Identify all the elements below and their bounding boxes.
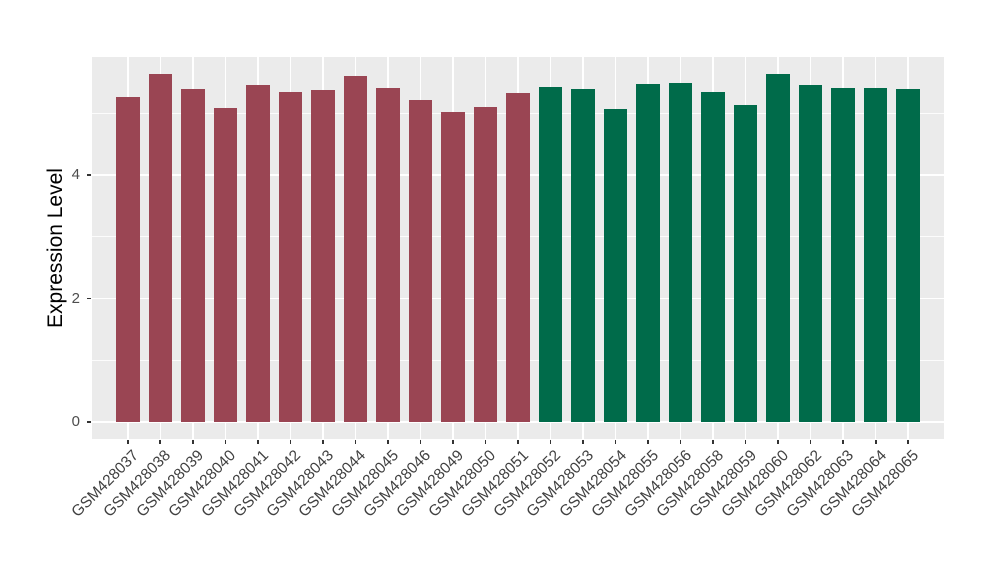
bar-GSM428060 bbox=[766, 73, 790, 422]
bar-GSM428052 bbox=[538, 86, 563, 422]
x-tick-mark-GSM428062 bbox=[809, 440, 812, 444]
x-tick-mark-GSM428060 bbox=[777, 440, 779, 444]
y-tick-label-4: 4 bbox=[71, 166, 80, 183]
bar-GSM428064 bbox=[863, 87, 888, 422]
bar-GSM428043 bbox=[311, 89, 335, 422]
bar-GSM428037 bbox=[116, 97, 140, 422]
x-tick-mark-GSM428065 bbox=[907, 440, 910, 444]
x-tick-mark-GSM428052 bbox=[549, 440, 552, 444]
x-tick-mark-GSM428049 bbox=[452, 440, 454, 444]
x-tick-mark-GSM428041 bbox=[257, 440, 259, 444]
bar-GSM428063 bbox=[831, 87, 855, 422]
bar-GSM428041 bbox=[246, 85, 270, 422]
y-tick-mark-4 bbox=[87, 174, 91, 176]
x-tick-mark-GSM428046 bbox=[419, 440, 422, 444]
x-tick-label-GSM428065: GSM428065 bbox=[848, 447, 923, 521]
bar-GSM428046 bbox=[408, 99, 433, 422]
bar-GSM428054 bbox=[603, 108, 628, 422]
bar-GSM428058 bbox=[701, 92, 725, 422]
x-tick-mark-GSM428058 bbox=[712, 440, 714, 444]
y-tick-mark-2 bbox=[87, 297, 91, 300]
bar-GSM428038 bbox=[148, 73, 173, 422]
bar-GSM428056 bbox=[668, 82, 693, 422]
x-tick-mark-GSM428039 bbox=[192, 440, 194, 444]
bar-GSM428050 bbox=[473, 107, 498, 422]
bar-GSM428053 bbox=[571, 88, 595, 422]
bar-GSM428049 bbox=[441, 112, 465, 422]
x-tick-mark-GSM428055 bbox=[647, 440, 649, 444]
x-tick-mark-GSM428038 bbox=[159, 440, 162, 444]
x-tick-mark-GSM428063 bbox=[842, 440, 844, 444]
y-tick-label-2: 2 bbox=[71, 289, 80, 307]
bar-GSM428042 bbox=[278, 92, 303, 422]
x-tick-mark-GSM428037 bbox=[126, 440, 129, 444]
bar-GSM428062 bbox=[798, 85, 823, 422]
x-tick-mark-GSM428043 bbox=[322, 440, 324, 444]
x-tick-mark-GSM428051 bbox=[517, 440, 519, 444]
bar-GSM428055 bbox=[636, 83, 660, 422]
bar-GSM428059 bbox=[733, 105, 758, 422]
x-tick-mark-GSM428050 bbox=[484, 440, 487, 444]
y-tick-mark-0 bbox=[87, 421, 91, 423]
x-tick-mark-GSM428059 bbox=[744, 440, 747, 444]
bar-GSM428040 bbox=[213, 108, 238, 422]
x-tick-mark-GSM428064 bbox=[874, 440, 877, 444]
bar-GSM428065 bbox=[896, 89, 920, 422]
x-tick-mark-GSM428045 bbox=[387, 440, 389, 444]
bar-GSM428051 bbox=[506, 93, 530, 422]
y-tick-label-0: 0 bbox=[71, 413, 80, 430]
x-tick-mark-GSM428054 bbox=[614, 440, 617, 444]
x-tick-mark-GSM428040 bbox=[224, 440, 227, 444]
x-tick-mark-GSM428044 bbox=[354, 440, 357, 444]
bar-GSM428045 bbox=[376, 87, 400, 422]
x-tick-mark-GSM428053 bbox=[582, 440, 584, 444]
bar-GSM428044 bbox=[343, 75, 368, 422]
bar-GSM428039 bbox=[181, 88, 205, 422]
x-tick-mark-GSM428042 bbox=[289, 440, 292, 444]
x-tick-mark-GSM428056 bbox=[679, 440, 682, 444]
